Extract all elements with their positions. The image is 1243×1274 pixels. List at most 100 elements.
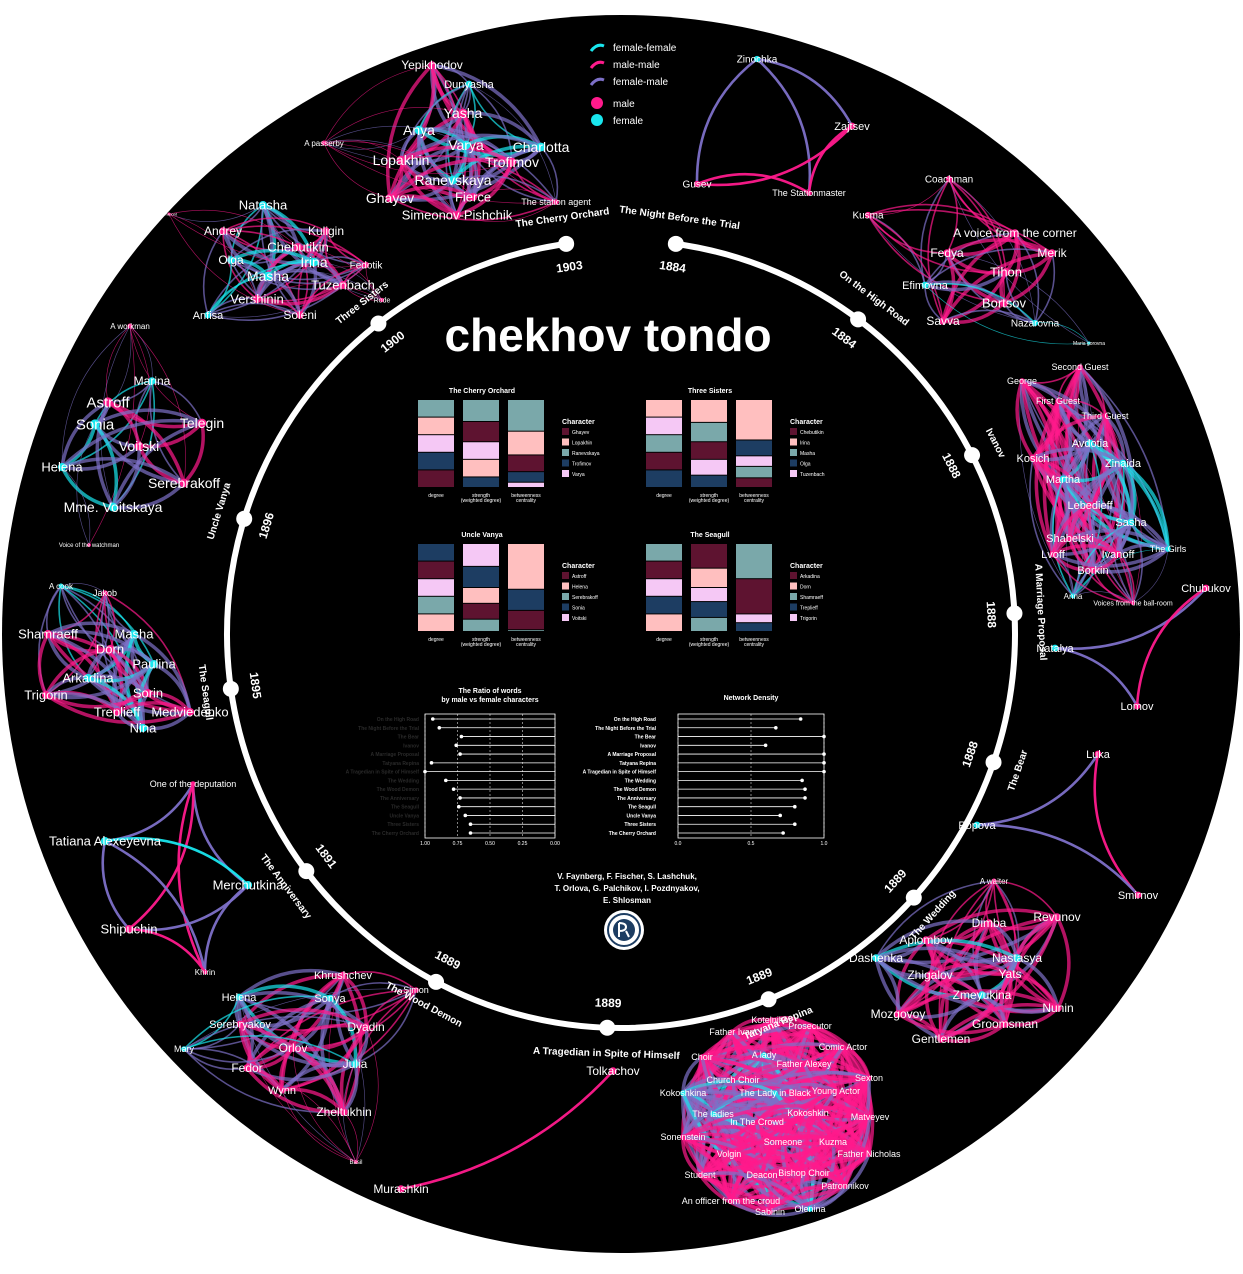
network-edge [1032, 447, 1124, 465]
network-edge [109, 646, 156, 666]
network-edge [1054, 646, 1139, 707]
stacked-bar-segment [508, 472, 544, 482]
character-node [1077, 364, 1083, 370]
network-edge [292, 1047, 357, 1163]
network-edge [262, 204, 327, 233]
character-node [103, 397, 113, 407]
character-node [58, 583, 64, 589]
lollipop-category-label: The Cherry Orchard [609, 831, 656, 837]
network-edge [946, 252, 1090, 344]
network-edge [400, 145, 513, 164]
network-edge [942, 271, 1008, 323]
network-edge [60, 400, 109, 468]
network-edge [183, 1047, 294, 1063]
character-label: Dimba [972, 916, 1007, 930]
character-node [1011, 229, 1019, 237]
network-edge [388, 111, 464, 199]
network-edge [1031, 414, 1106, 459]
character-node [321, 140, 327, 146]
network-edge [452, 160, 514, 183]
character-label: Voices from the ball-room [1093, 600, 1173, 607]
legend: female-female male-male female-male male fem… [589, 43, 677, 127]
lollipop-point [437, 725, 442, 730]
network-edge [756, 57, 854, 127]
network-edge [867, 214, 1036, 324]
lollipop-category-label: The Bear [398, 735, 419, 741]
stacked-bar-segment [463, 442, 499, 459]
character-label: Merchutkina [213, 878, 285, 893]
network-edge [1052, 553, 1134, 604]
network-edge [153, 662, 192, 713]
character-node [1114, 550, 1122, 558]
bar-metric-label: centrality [744, 498, 765, 504]
network-edge [94, 408, 203, 426]
network-edge [44, 647, 111, 696]
character-label: Shamraeff [18, 627, 78, 642]
network-edge [323, 142, 391, 199]
character-label: Masha [114, 627, 154, 642]
network-edge [292, 1046, 346, 1113]
character-label: Yepikhodov [401, 58, 463, 72]
network-edge [712, 1099, 809, 1116]
character-label: Father Ivan [709, 1027, 755, 1037]
character-node [338, 280, 348, 290]
character-label: Fedya [930, 246, 964, 260]
character-node [1029, 454, 1037, 462]
lollipop-category-label: A Tragedian in Spite of Himself [583, 770, 657, 776]
stacked-bar-segment [463, 477, 499, 487]
character-node [309, 257, 319, 267]
stacked-bar-segment [418, 470, 454, 487]
network-edge [1104, 415, 1142, 604]
bar-legend-swatch [790, 582, 797, 590]
character-label: Tuzenbach [311, 278, 375, 293]
timeline-marker [1006, 605, 1023, 622]
character-label: Mary [174, 1044, 194, 1054]
network-edge [1032, 457, 1134, 604]
character-label: Sexton [855, 1073, 883, 1083]
stacked-bar-segment [463, 422, 499, 442]
lollipop-category-label: A Marriage Proposal [608, 752, 657, 758]
bar-metric-label: degree [656, 493, 672, 499]
character-label: Paulina [132, 657, 176, 672]
network-edge [61, 457, 185, 485]
network-edge [183, 995, 331, 1050]
lollipop-point [454, 743, 459, 748]
character-label: The ladies [692, 1109, 734, 1119]
character-label: George [1007, 376, 1037, 386]
character-label: Vershinin [230, 292, 283, 307]
lollipop-category-label: The Wood Demon [614, 787, 656, 793]
network-edge [177, 783, 207, 973]
lollipop-tick-label: 0.5 [748, 841, 755, 847]
lollipop-category-label: Ivanov [640, 743, 656, 749]
character-node [1013, 954, 1021, 962]
character-label: Lomov [1120, 701, 1154, 713]
network-edge [100, 592, 144, 729]
network-edge [168, 213, 301, 316]
lollipop-point [798, 717, 803, 721]
character-node [43, 629, 53, 639]
character-node [1001, 1020, 1009, 1028]
bar-legend-swatch [562, 582, 569, 590]
network-edge [681, 1112, 714, 1138]
network-edge [756, 58, 812, 194]
lollipop-tick-label: 0.25 [518, 841, 528, 847]
character-node [1089, 566, 1097, 574]
network-edge [897, 989, 1059, 1016]
stacked-bar-segment [508, 589, 544, 610]
character-label: Kosich [1016, 453, 1049, 465]
character-label: Third Guest [1081, 411, 1129, 421]
network-edge [942, 309, 1036, 324]
bar-metric-label: strength [472, 493, 490, 499]
stacked-bar-segment [463, 459, 499, 477]
character-label: Bortsov [982, 296, 1027, 311]
stacked-bar-segment [646, 400, 682, 417]
character-node [999, 298, 1009, 308]
play-year-label: 1903 [555, 258, 584, 276]
bar-metric-label: centrality [516, 498, 537, 504]
network-edge [222, 230, 344, 286]
character-node [699, 1054, 705, 1060]
stacked-bar-segment [736, 614, 772, 623]
character-label: Chebutikin [267, 240, 328, 255]
network-edge [948, 178, 1005, 304]
network-edge [1117, 543, 1169, 556]
